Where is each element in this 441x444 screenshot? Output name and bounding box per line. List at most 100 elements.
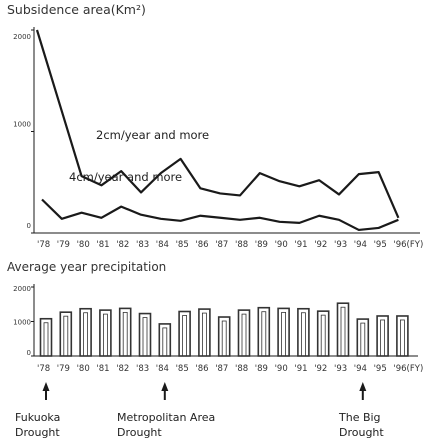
precipitation-bar-inner <box>281 311 287 357</box>
line-x-tick-label: '83 <box>136 240 149 250</box>
up-arrow-icon <box>42 382 50 400</box>
precipitation-bar <box>237 309 251 357</box>
line-x-tick-label: '95 <box>374 240 387 250</box>
bar-y-tick-label: 2000 <box>13 285 31 293</box>
precipitation-bar <box>217 316 231 357</box>
up-arrow-icon <box>161 382 169 400</box>
bar-x-tick-label: '78 <box>37 364 50 374</box>
precipitation-bar <box>59 311 73 357</box>
precipitation-bar <box>356 318 370 357</box>
annotation-fukuoka-drought: Fukuoka Drought <box>15 410 60 440</box>
series-line-2cm-per-year <box>35 29 400 219</box>
annotation-line: Fukuoka <box>15 411 61 424</box>
bar-x-tick-label: '90 <box>275 364 288 374</box>
line-y-tick-label: 0 <box>27 222 31 230</box>
precipitation-bar-inner <box>320 314 326 357</box>
annotation-line: Drought <box>339 426 384 439</box>
line-x-tick-label: '81 <box>96 240 109 250</box>
up-arrow-icon <box>359 382 367 400</box>
line-chart-title: Subsidence area(Km²) <box>7 2 146 17</box>
line-x-tick-label: '94 <box>354 240 367 250</box>
precipitation-bar <box>257 306 271 357</box>
line-x-tick-label: '91 <box>294 240 307 250</box>
line-y-tick-label: 2000 <box>13 33 31 41</box>
line-x-tick-label: '87 <box>215 240 228 250</box>
precipitation-bar <box>277 307 290 357</box>
precipitation-bar-inner <box>360 322 366 357</box>
precipitation-bar-inner <box>201 312 207 357</box>
precipitation-bar-inner <box>340 306 346 357</box>
precipitation-bar-inner <box>142 317 148 357</box>
precipitation-bar <box>316 310 330 357</box>
precipitation-bar-inner <box>43 322 49 357</box>
line-x-tick-label: '93 <box>334 240 347 250</box>
precipitation-bar <box>396 315 409 357</box>
line-x-tick-label: '86 <box>195 240 208 250</box>
precipitation-bar <box>178 310 191 357</box>
precipitation-bar-inner <box>182 315 188 357</box>
bar-x-tick-label: '85 <box>176 364 189 374</box>
precipitation-bar-inner <box>83 312 88 357</box>
precipitation-bar <box>99 309 112 357</box>
annotation-line: Drought <box>15 426 60 439</box>
line-x-tick-label: '96(FY) <box>393 240 423 250</box>
annotation-big-drought: The Big Drought <box>339 410 384 440</box>
annotation-line: Metropolitan Area <box>117 411 216 424</box>
precipitation-bar-inner <box>380 319 386 357</box>
bar-y-tick-label: 0 <box>27 349 31 357</box>
precipitation-bar-inner <box>162 327 168 357</box>
precipitation-bar-inner <box>122 311 128 357</box>
precipitation-bar-inner <box>241 313 247 357</box>
precipitation-bar <box>39 317 53 357</box>
precipitation-bar <box>158 323 172 357</box>
precipitation-bar <box>118 307 132 357</box>
line-x-tick-label: '82 <box>116 240 129 250</box>
bar-x-tick-label: '88 <box>235 364 248 374</box>
line-x-tick-label: '89 <box>255 240 268 250</box>
precipitation-bar <box>79 307 92 357</box>
precipitation-bar <box>376 315 389 357</box>
precipitation-bar <box>198 308 211 357</box>
bar-chart-title: Average year precipitation <box>7 260 167 274</box>
line-y-tick-label: 1000 <box>13 121 31 129</box>
bar-x-tick-label: '91 <box>294 364 307 374</box>
precipitation-bar-inner <box>261 311 267 357</box>
bar-y-tick-label: 1000 <box>13 319 31 327</box>
series-label-4cm: 4cm/year and more <box>69 170 182 184</box>
line-x-tick-label: '78 <box>37 240 50 250</box>
line-x-tick-label: '84 <box>156 240 169 250</box>
bar-x-tick-label: '86 <box>195 364 208 374</box>
line-x-tick-label: '80 <box>77 240 90 250</box>
series-label-2cm: 2cm/year and more <box>96 128 209 142</box>
bar-x-tick-label: '83 <box>136 364 149 374</box>
annotation-line: The Big <box>339 411 381 424</box>
line-x-tick-label: '88 <box>235 240 248 250</box>
precipitation-bar-inner <box>300 312 306 357</box>
precipitation-bar-inner <box>63 315 69 357</box>
bar-x-tick-label: '80 <box>77 364 90 374</box>
line-x-tick-label: '85 <box>176 240 189 250</box>
line-x-tick-label: '90 <box>275 240 288 250</box>
precipitation-bar <box>138 312 152 357</box>
bar-x-tick-label: '93 <box>334 364 347 374</box>
bar-x-tick-label: '95 <box>374 364 387 374</box>
precipitation-bar-inner <box>399 319 405 357</box>
annotation-line: Drought <box>117 426 162 439</box>
bar-x-tick-label: '92 <box>314 364 327 374</box>
line-x-tick-label: '79 <box>57 240 70 250</box>
annotation-metropolitan-area-drought: Metropolitan Area Drought <box>117 410 215 440</box>
precipitation-bar <box>336 302 350 357</box>
bar-x-tick-label: '79 <box>57 364 70 374</box>
bar-x-tick-label: '89 <box>255 364 268 374</box>
bar-x-tick-label: '87 <box>215 364 228 374</box>
line-x-tick-label: '92 <box>314 240 327 250</box>
bar-x-tick-label: '94 <box>354 364 367 374</box>
series-line-4cm-per-year <box>41 198 399 232</box>
bar-x-tick-label: '84 <box>156 364 169 374</box>
bar-x-tick-label: '82 <box>116 364 129 374</box>
precipitation-bar <box>297 307 310 357</box>
precipitation-bar-inner <box>103 313 108 357</box>
precipitation-bar-inner <box>221 320 227 357</box>
bar-x-tick-label: '96(FY) <box>393 364 423 374</box>
